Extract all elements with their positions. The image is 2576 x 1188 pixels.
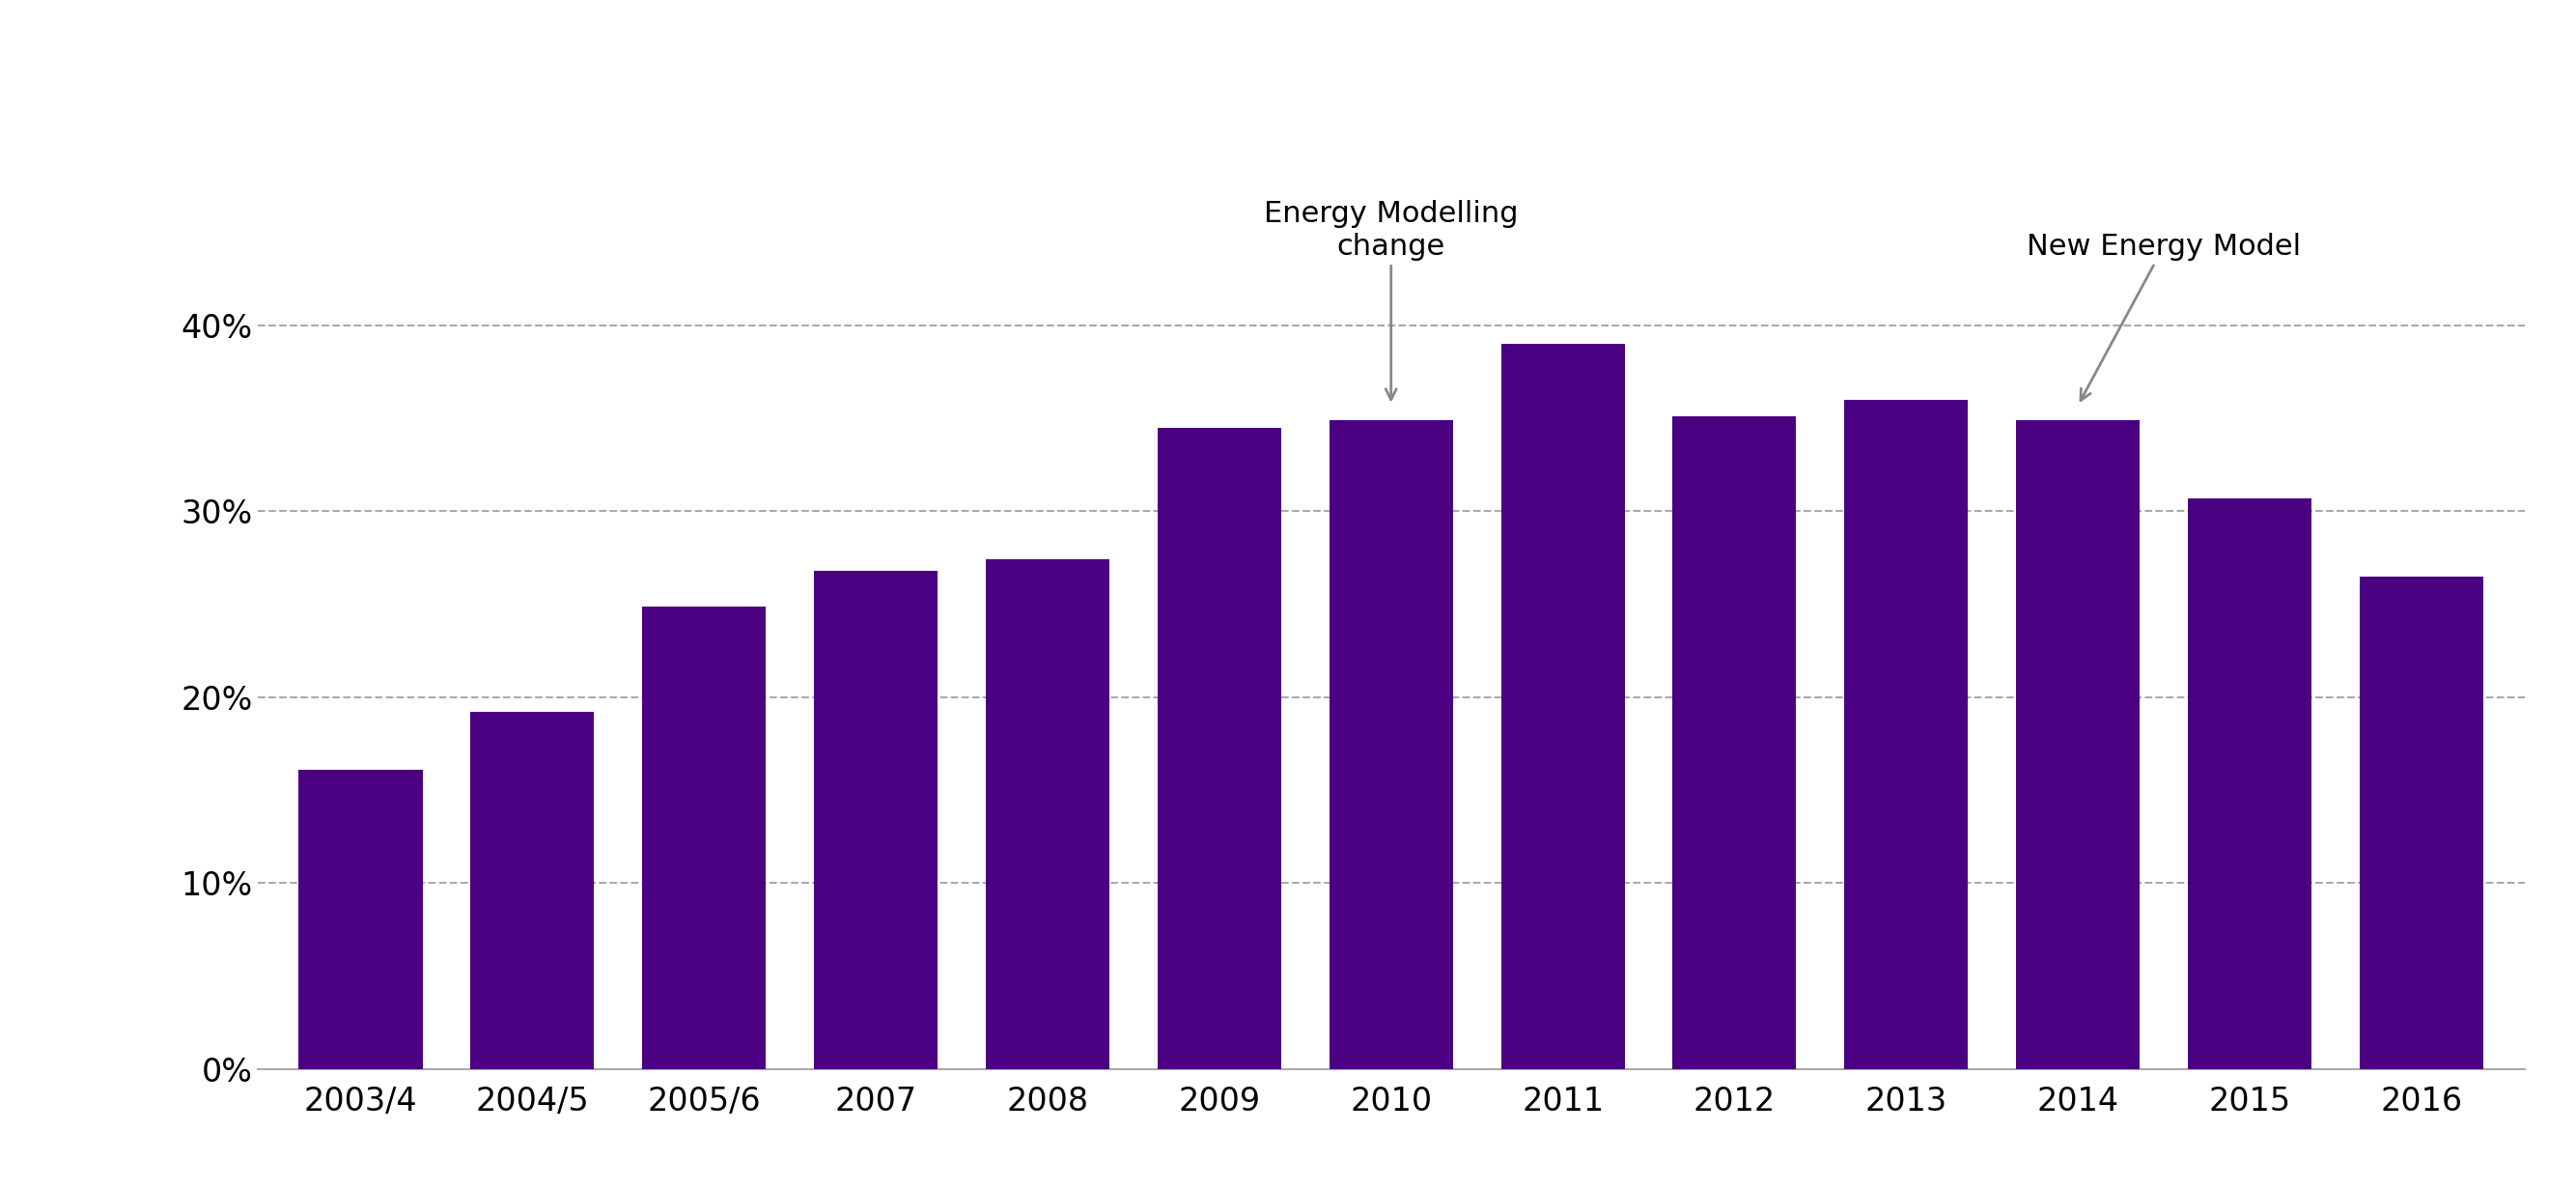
Bar: [299, 770, 422, 1069]
Bar: [2187, 498, 2311, 1069]
Text: New Energy Model: New Energy Model: [2027, 233, 2300, 400]
Bar: [471, 712, 595, 1069]
Bar: [1157, 428, 1280, 1069]
Bar: [1844, 400, 1968, 1069]
Text: Energy Modelling
change: Energy Modelling change: [1265, 200, 1517, 399]
Bar: [987, 560, 1110, 1069]
Bar: [1329, 421, 1453, 1069]
Bar: [814, 571, 938, 1069]
Bar: [1672, 417, 1795, 1069]
Bar: [641, 606, 765, 1069]
Bar: [2360, 576, 2483, 1069]
Bar: [2017, 421, 2141, 1069]
Bar: [1502, 345, 1625, 1069]
